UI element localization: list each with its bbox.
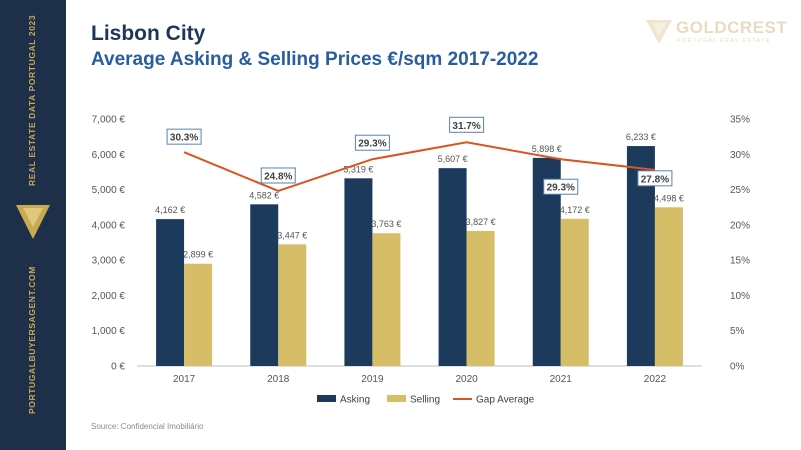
sidebar: REAL ESTATE DATA PORTUGAL 2023 PORTUGALB… bbox=[0, 0, 66, 450]
gap-average-line bbox=[183, 141, 656, 193]
x-axis-tick-label: 2018 bbox=[267, 374, 290, 385]
y-axis-tick-label: 0 € bbox=[111, 362, 125, 373]
selling-value-label: 4,498 € bbox=[654, 193, 684, 203]
asking-bar bbox=[250, 204, 279, 366]
gap-label-box bbox=[543, 178, 579, 195]
y-axis-tick-label: 5,000 € bbox=[92, 185, 126, 196]
selling-value-label: 2,899 € bbox=[183, 250, 213, 260]
x-axis-tick-label: 2019 bbox=[361, 374, 384, 385]
selling-bar bbox=[278, 244, 307, 366]
legend-selling-label: Selling bbox=[410, 395, 440, 406]
selling-bar bbox=[372, 233, 401, 366]
selling-value-label: 3,763 € bbox=[371, 219, 401, 229]
gap-label-box bbox=[354, 134, 390, 151]
legend-asking-swatch bbox=[317, 395, 336, 402]
asking-value-label: 4,582 € bbox=[249, 190, 279, 200]
y2-axis-tick-label: 35% bbox=[730, 115, 750, 126]
gap-label-box bbox=[260, 167, 296, 184]
asking-value-label: 5,898 € bbox=[532, 144, 562, 154]
y-axis-tick-label: 1,000 € bbox=[92, 326, 126, 337]
gap-label-box bbox=[449, 116, 485, 133]
asking-bar bbox=[156, 219, 185, 366]
source-note: Source: Confidencial Imobiliário bbox=[91, 422, 204, 431]
gap-value-label: 29.3% bbox=[358, 139, 386, 150]
page-title: Lisbon City bbox=[91, 22, 206, 45]
y2-axis-tick-label: 10% bbox=[730, 291, 750, 302]
gap-value-label: 27.8% bbox=[641, 174, 669, 185]
y-axis-tick-label: 7,000 € bbox=[92, 115, 126, 126]
gap-value-label: 31.7% bbox=[452, 121, 480, 132]
y2-axis-tick-label: 15% bbox=[730, 256, 750, 267]
x-axis-tick-label: 2022 bbox=[644, 374, 667, 385]
gap-label-box bbox=[166, 128, 202, 145]
selling-value-label: 4,172 € bbox=[560, 205, 590, 215]
x-axis-tick-label: 2017 bbox=[173, 374, 196, 385]
y-axis-tick-label: 6,000 € bbox=[92, 150, 126, 161]
asking-bar bbox=[344, 178, 373, 366]
y2-axis-tick-label: 20% bbox=[730, 220, 750, 231]
legend-gap-label: Gap Average bbox=[476, 395, 535, 406]
selling-value-label: 3,827 € bbox=[466, 217, 496, 227]
y2-axis-tick-label: 5% bbox=[730, 326, 745, 337]
asking-value-label: 4,162 € bbox=[155, 205, 185, 215]
legend-asking-label: Asking bbox=[340, 395, 370, 406]
y2-axis-tick-label: 25% bbox=[730, 185, 750, 196]
page-subtitle: Average Asking & Selling Prices €/sqm 20… bbox=[91, 49, 539, 70]
brand-tagline: PORTUGAL REAL ESTATE bbox=[677, 38, 771, 44]
selling-bar bbox=[466, 230, 495, 366]
gap-label-box bbox=[637, 170, 673, 187]
y-axis-tick-label: 4,000 € bbox=[92, 220, 126, 231]
asking-bar bbox=[438, 168, 467, 366]
y2-axis-tick-label: 30% bbox=[730, 150, 750, 161]
legend-selling-swatch bbox=[387, 395, 406, 402]
brand-name: GOLDCREST bbox=[676, 18, 788, 37]
selling-bar bbox=[560, 218, 589, 366]
selling-bar bbox=[654, 207, 683, 366]
y-axis-tick-label: 2,000 € bbox=[92, 291, 126, 302]
y-axis-tick-label: 3,000 € bbox=[92, 256, 126, 267]
asking-value-label: 5,607 € bbox=[438, 154, 468, 164]
y2-axis-tick-label: 0% bbox=[730, 362, 745, 373]
gap-value-label: 29.3% bbox=[547, 183, 575, 194]
gap-value-label: 30.3% bbox=[170, 133, 198, 144]
x-axis-tick-label: 2021 bbox=[550, 374, 573, 385]
brand-logo-icon bbox=[646, 20, 672, 44]
asking-value-label: 5,319 € bbox=[343, 164, 373, 174]
sidebar-logo-icon bbox=[16, 205, 50, 239]
selling-bar bbox=[184, 263, 213, 366]
x-axis-tick-label: 2020 bbox=[455, 374, 478, 385]
selling-value-label: 3,447 € bbox=[277, 230, 307, 240]
gap-value-label: 24.8% bbox=[264, 171, 292, 182]
asking-value-label: 6,233 € bbox=[626, 132, 656, 142]
